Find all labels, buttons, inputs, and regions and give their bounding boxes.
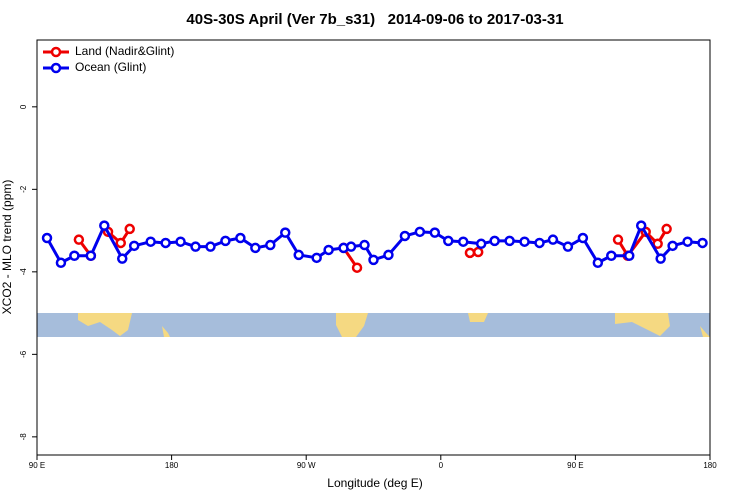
data-point xyxy=(220,235,231,247)
data-point xyxy=(205,241,216,252)
data-point xyxy=(85,250,97,262)
y-tick-label: 0 xyxy=(19,104,28,109)
data-point xyxy=(697,237,708,249)
data-point xyxy=(293,249,304,261)
data-point xyxy=(429,227,441,238)
data-point xyxy=(606,250,617,262)
data-point xyxy=(115,237,127,249)
data-point xyxy=(562,241,574,252)
data-point xyxy=(464,247,476,259)
data-point xyxy=(443,235,454,247)
data-point xyxy=(592,257,604,269)
data-point xyxy=(383,249,394,261)
data-point xyxy=(345,241,357,252)
data-point xyxy=(55,257,67,269)
legend-swatch-point xyxy=(50,46,62,58)
data-point xyxy=(190,241,201,252)
x-tick-label: 180 xyxy=(165,461,179,470)
data-point xyxy=(265,239,276,251)
data-point xyxy=(351,262,363,273)
data-point xyxy=(250,242,261,254)
data-point xyxy=(145,236,156,247)
data-point xyxy=(612,234,624,245)
y-tick-label: -8 xyxy=(19,433,28,441)
x-tick-label: 90 E xyxy=(567,461,583,470)
data-point xyxy=(359,239,370,251)
y-tick-label: -6 xyxy=(19,350,28,358)
x-axis-label: Longitude (deg E) xyxy=(327,476,422,490)
data-point xyxy=(534,237,545,249)
data-point xyxy=(682,236,693,247)
data-point xyxy=(489,235,500,247)
data-point xyxy=(323,244,334,256)
data-point xyxy=(368,254,379,266)
data-point xyxy=(69,250,80,262)
x-tick-label: 0 xyxy=(439,461,444,470)
data-point xyxy=(175,236,186,247)
data-point xyxy=(623,250,635,262)
y-axis-label: XCO2 - MLO trend (ppm) xyxy=(0,180,14,315)
x-tick-label: 90 E xyxy=(29,461,45,470)
data-point xyxy=(414,226,426,238)
data-point xyxy=(577,232,589,244)
data-point xyxy=(311,252,322,264)
x-tick-label: 90 W xyxy=(297,461,316,470)
legend-label: Ocean (Glint) xyxy=(75,60,146,74)
legend-swatch-point xyxy=(50,62,62,74)
data-point xyxy=(519,236,530,247)
data-point xyxy=(655,253,666,264)
plot-frame xyxy=(36,39,711,456)
data-point xyxy=(41,232,53,244)
chart-title: 40S-30S April (Ver 7b_s31) 2014-09-06 to… xyxy=(186,11,563,28)
y-tick-label: -4 xyxy=(19,268,28,276)
data-point xyxy=(504,235,515,247)
series-line xyxy=(45,224,703,265)
x-tick-label: 180 xyxy=(703,461,717,470)
data-point xyxy=(635,220,647,231)
data-point xyxy=(547,234,559,245)
data-point xyxy=(457,236,469,247)
data-point xyxy=(280,227,291,238)
data-point xyxy=(235,232,246,244)
data-point xyxy=(652,238,663,250)
data-point xyxy=(116,253,128,264)
legend-label: Land (Nadir&Glint) xyxy=(75,44,174,58)
data-point xyxy=(661,223,672,235)
data-point xyxy=(472,246,484,258)
map-strip xyxy=(37,313,710,337)
data-point xyxy=(160,237,171,249)
data-point xyxy=(124,223,135,235)
data-point xyxy=(475,238,487,250)
y-tick-label: -2 xyxy=(19,185,28,193)
data-point xyxy=(73,234,85,245)
data-point xyxy=(667,240,678,252)
data-point xyxy=(99,220,110,231)
data-point xyxy=(399,230,411,242)
data-point xyxy=(128,240,140,252)
